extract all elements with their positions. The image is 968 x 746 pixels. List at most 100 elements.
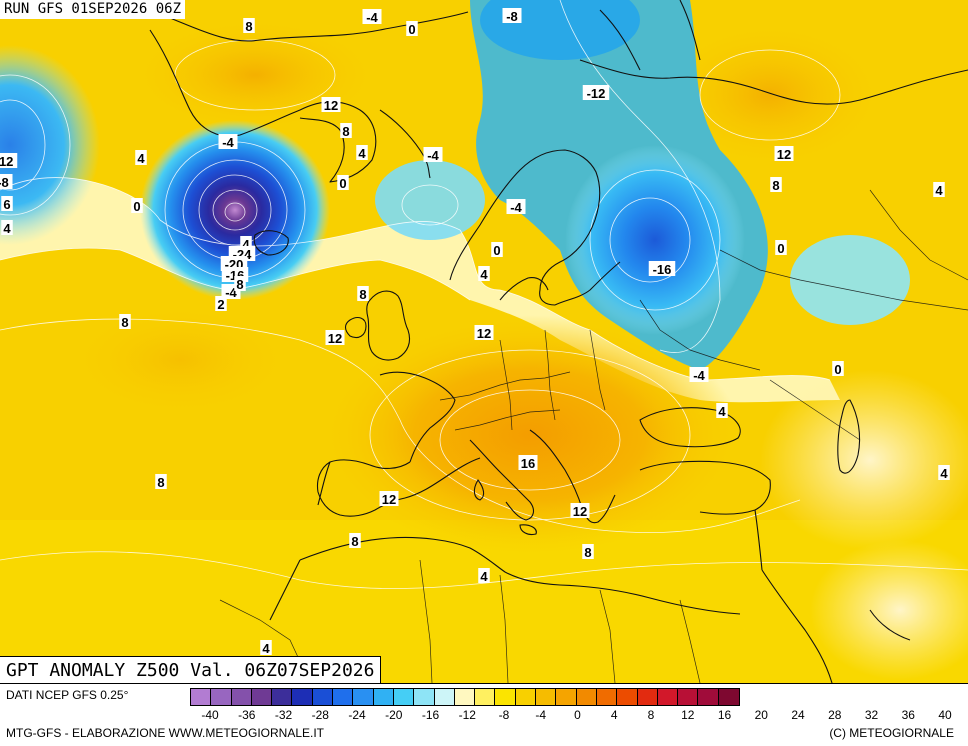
contour-label: 12	[777, 147, 791, 162]
contour-label: 8	[359, 287, 366, 302]
contour-label-bg	[0, 153, 18, 168]
color-swatch	[434, 689, 455, 705]
color-swatch	[556, 689, 577, 705]
map-title: GPT ANOMALY Z500 Val. 06Z07SEP2026	[0, 656, 382, 684]
warm-core-siberia	[660, 25, 880, 165]
tick-label: -32	[274, 708, 293, 722]
color-swatch	[475, 689, 496, 705]
contour-label: 16	[521, 456, 535, 471]
tick-label: -20	[385, 708, 403, 722]
contour-label-bg	[135, 150, 147, 165]
contour-label-bg	[218, 134, 238, 149]
tick-label: -8	[498, 708, 510, 722]
color-swatch	[536, 689, 557, 705]
contour-label-bg	[716, 403, 728, 418]
contour-label: 8	[772, 178, 779, 193]
color-swatch	[292, 689, 313, 705]
contour-label-bg	[356, 145, 368, 160]
color-scale-ticks: -40 -36 -32 -28 -24 -20 -16 -12 -8 -4 0 4 8 12 16 20 24 2…	[190, 708, 966, 724]
color-swatch	[495, 689, 516, 705]
contour-label-bg	[582, 85, 610, 100]
pale-zone-arabia	[810, 540, 968, 680]
contour-label: 4	[262, 641, 270, 656]
color-swatch	[637, 689, 658, 705]
contour-label: 4	[480, 569, 488, 584]
color-swatch	[251, 689, 273, 705]
color-swatch	[454, 689, 476, 705]
contour-label-bg	[570, 503, 590, 518]
tick-label: -16	[421, 708, 440, 722]
tick-label: 12	[681, 708, 695, 722]
contour-label-bg	[362, 9, 382, 24]
contour-label-bg	[502, 8, 522, 23]
tick-label: 4	[610, 708, 618, 722]
tick-label: 32	[864, 708, 879, 722]
contour-label-bg	[775, 240, 787, 255]
contour-label: 12	[573, 504, 587, 519]
contour-label: 4	[935, 183, 943, 198]
contour-label: 12	[324, 98, 338, 113]
contour-label: -4	[222, 135, 234, 150]
copyright-label: (C) METEOGIORNALE	[829, 726, 954, 740]
legend-bar: DATI NCEP GFS 0.25° -40 -36 -32 -28 -24 -20 -1…	[0, 683, 968, 746]
tick-label: 20	[754, 708, 768, 722]
contour-label-bg	[349, 533, 361, 548]
contour-label: -4	[366, 10, 378, 25]
contour-label-bg	[1, 196, 13, 211]
contour-label-bg	[155, 474, 167, 489]
contour-label-bg	[689, 367, 709, 382]
tick-label: -4	[535, 708, 547, 722]
color-swatch	[698, 689, 719, 705]
contour-label-bg	[325, 330, 345, 345]
contour-label-bg	[648, 261, 676, 276]
color-swatch	[333, 689, 354, 705]
contour-label-bg	[243, 18, 255, 33]
color-swatch	[191, 689, 212, 705]
contour-label: -8	[0, 175, 9, 190]
contour-label-bg	[340, 123, 352, 138]
contour-label-bg	[938, 465, 950, 480]
tick-label: 24	[791, 708, 805, 722]
color-swatch	[596, 689, 618, 705]
contour-label-bg	[474, 325, 494, 340]
color-scale	[190, 688, 741, 706]
contour-label-bg	[357, 286, 369, 301]
credit-label: MTG-GFS - ELABORAZIONE WWW.METEOGIORNALE…	[6, 726, 325, 740]
contour-label: 4	[718, 404, 726, 419]
contour-label-bg	[506, 199, 526, 214]
low-west-atlantic	[0, 45, 100, 245]
contour-label: 6	[3, 197, 10, 212]
cutoff-low-iceland	[140, 120, 330, 300]
trough-kazakh	[790, 235, 910, 325]
warm-core-atlantic	[70, 305, 290, 415]
contour-label: 0	[777, 241, 784, 256]
contour-label: -4	[510, 200, 522, 215]
contour-label-bg	[770, 177, 782, 192]
contour-label: 8	[584, 545, 591, 560]
contour-label-bg	[832, 361, 844, 376]
contour-label-bg	[0, 174, 13, 189]
color-swatch	[414, 689, 435, 705]
contour-label-bg	[240, 236, 252, 251]
tick-label: -12	[458, 708, 476, 722]
color-swatch	[211, 689, 232, 705]
contour-label-bg	[119, 314, 131, 329]
tick-label: 8	[647, 708, 655, 722]
contour-label-bg	[478, 568, 490, 583]
contour-label-bg	[423, 147, 443, 162]
contour-label: 8	[351, 534, 358, 549]
contour-label: 12	[477, 326, 491, 341]
tick-label: 16	[717, 708, 732, 722]
warm-core-balkans	[320, 315, 740, 555]
contour-label: -12	[0, 154, 13, 169]
contour-label: -12	[587, 86, 606, 101]
contour-label: 12	[382, 492, 396, 507]
tick-label: -28	[311, 708, 329, 722]
contour-label: 4	[480, 267, 488, 282]
trough-russia-core	[565, 145, 745, 335]
run-title: RUN GFS 01SEP2026 06Z	[0, 0, 186, 19]
color-swatch	[272, 689, 293, 705]
contour-label-bg	[131, 198, 143, 213]
color-swatch	[617, 689, 638, 705]
